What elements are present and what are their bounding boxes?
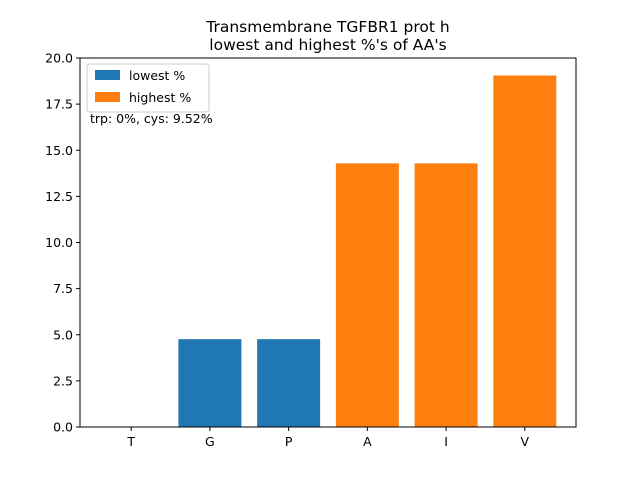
x-tick-label-T: T bbox=[126, 434, 135, 449]
plot-frame bbox=[79, 57, 577, 428]
x-tick-label-I: I bbox=[444, 434, 448, 449]
bar-lowest-P bbox=[257, 339, 321, 427]
x-tick-label-G: G bbox=[205, 434, 215, 449]
x-tick-label-V: V bbox=[521, 434, 530, 449]
x-tick-label-A: A bbox=[363, 434, 372, 449]
legend-label-lowest: lowest % bbox=[129, 68, 185, 83]
bar-highest-I bbox=[414, 163, 478, 427]
annotation-text: trp: 0%, cys: 9.52% bbox=[90, 111, 213, 126]
y-tick-label: 20.0 bbox=[45, 51, 73, 66]
bar-highest-V bbox=[493, 75, 557, 427]
legend-label-highest: highest % bbox=[129, 90, 191, 105]
bar-highest-A bbox=[335, 163, 399, 427]
y-tick-label: 10.0 bbox=[45, 235, 73, 250]
bar-lowest-G bbox=[178, 339, 242, 427]
legend-swatch-highest bbox=[95, 92, 120, 102]
y-tick-label: 2.5 bbox=[53, 373, 73, 388]
bars-group bbox=[178, 75, 557, 427]
y-tick-label: 17.5 bbox=[45, 97, 73, 112]
legend: lowest % highest % bbox=[86, 63, 210, 113]
y-tick-label: 12.5 bbox=[45, 189, 73, 204]
legend-swatch-lowest bbox=[95, 70, 120, 80]
y-tick-label: 0.0 bbox=[53, 420, 73, 435]
y-axis: 0.0 2.5 5.0 7.5 10.0 12.5 15.0 17.5 20.0 bbox=[45, 51, 80, 435]
chart-title-line-2: lowest and highest %'s of AA's bbox=[209, 36, 446, 54]
x-tick-label-P: P bbox=[285, 434, 293, 449]
chart-title-line-1: Transmembrane TGFBR1 prot h bbox=[205, 18, 449, 36]
y-tick-label: 7.5 bbox=[53, 281, 73, 296]
y-tick-label: 5.0 bbox=[53, 327, 73, 342]
y-tick-label: 15.0 bbox=[45, 143, 73, 158]
